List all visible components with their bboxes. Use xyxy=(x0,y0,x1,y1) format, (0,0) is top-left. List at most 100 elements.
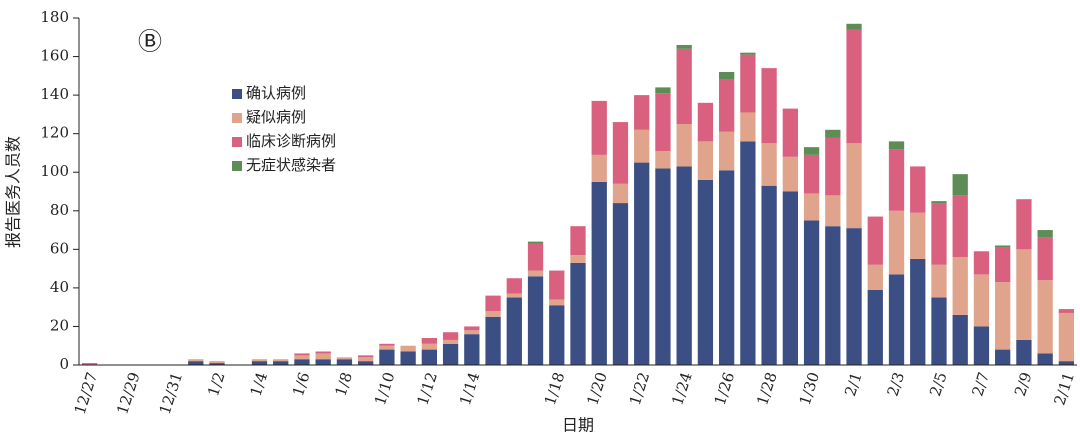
bar-segment xyxy=(379,349,395,365)
bar-segment xyxy=(803,220,820,365)
bar-segment xyxy=(676,166,692,365)
x-tick-label: 1/22 xyxy=(626,370,654,408)
bar-segment xyxy=(931,297,947,365)
bar-segment xyxy=(251,361,268,365)
legend-label: 临床诊断病例 xyxy=(246,132,336,150)
bar-segment xyxy=(697,141,714,180)
y-tick-label: 180 xyxy=(40,8,69,26)
x-tick-label: 2/1 xyxy=(841,370,866,399)
x-axis-title: 日期 xyxy=(562,416,594,435)
bar-segment xyxy=(888,274,905,365)
bar-segment xyxy=(1016,249,1032,340)
bar-segment xyxy=(251,359,268,362)
bar-segment xyxy=(867,289,883,365)
bar-segment xyxy=(421,349,438,365)
bar-segment xyxy=(442,339,459,344)
bar-segment xyxy=(379,345,395,350)
bar-segment xyxy=(952,257,968,315)
bar-segment xyxy=(570,262,586,365)
bar-segment xyxy=(591,154,607,182)
bar-segment xyxy=(1016,339,1032,365)
bar-segment xyxy=(506,297,522,365)
bar-segment xyxy=(782,108,798,157)
bar-segment xyxy=(803,193,820,221)
bar-segment xyxy=(485,295,501,312)
x-tick-label: 2/7 xyxy=(968,370,993,399)
bar-segment xyxy=(527,270,544,277)
bar-segment xyxy=(358,355,374,358)
x-tick-label: 1/10 xyxy=(371,370,399,408)
bar-segment xyxy=(464,334,480,365)
bar-segment xyxy=(846,29,862,144)
bar-segment xyxy=(464,330,480,335)
y-tick-label: 120 xyxy=(40,124,69,142)
bar-segment xyxy=(888,141,905,150)
x-tick-label: 1/6 xyxy=(289,370,314,399)
bar-segment xyxy=(612,122,629,184)
bar-segment xyxy=(273,361,289,365)
bar-segment xyxy=(952,174,968,196)
bar-segment xyxy=(294,353,310,356)
x-tick-label: 2/5 xyxy=(926,370,951,399)
bar-segment xyxy=(549,270,565,300)
y-axis-title: 报告医务人员数 xyxy=(4,136,23,248)
x-tick-label: 12/31 xyxy=(156,370,186,417)
bar-segment xyxy=(294,355,310,360)
x-tick-label: 1/30 xyxy=(796,370,824,408)
x-tick-label: 2/11 xyxy=(1050,370,1078,408)
bar-segment xyxy=(931,203,947,265)
bar-segment xyxy=(718,71,735,80)
bar-segment xyxy=(209,361,225,364)
y-tick-label: 60 xyxy=(50,239,69,257)
bar-segment xyxy=(931,264,947,298)
bar-segment xyxy=(549,299,565,306)
y-tick-label: 140 xyxy=(40,85,69,103)
bar-segment xyxy=(315,359,331,365)
bar-segment xyxy=(655,87,671,94)
bar-segment xyxy=(315,353,331,360)
bar-segment xyxy=(612,203,629,365)
bar-segment xyxy=(464,326,480,331)
bar-segment xyxy=(952,314,968,365)
bar-segment xyxy=(379,343,395,346)
y-tick-label: 40 xyxy=(50,278,69,296)
bar-segment xyxy=(209,363,225,365)
bar-segment xyxy=(1016,199,1032,250)
x-tick-label: 12/27 xyxy=(71,370,101,417)
bar-segment xyxy=(740,54,756,113)
bar-segment xyxy=(761,185,777,365)
bar-segment xyxy=(442,332,459,340)
bar-segment xyxy=(782,191,798,365)
x-tick-label: 12/29 xyxy=(113,370,143,417)
bar-segment xyxy=(506,293,522,298)
bar-segment xyxy=(634,95,650,130)
annotation: Ⓑ xyxy=(138,28,162,56)
bar-segment xyxy=(485,311,501,317)
bar-segment xyxy=(697,179,714,365)
bar-segment xyxy=(570,226,586,256)
bar-segment xyxy=(931,201,947,204)
bar-segment xyxy=(676,124,692,167)
y-tick-label: 20 xyxy=(50,316,69,334)
bar-segment xyxy=(336,357,353,360)
x-tick-label: 1/28 xyxy=(753,370,781,408)
bar-segment xyxy=(846,23,862,30)
bar-segment xyxy=(718,79,735,132)
bar-segment xyxy=(655,93,671,152)
y-tick-label: 0 xyxy=(59,355,69,373)
legend-swatch xyxy=(232,161,242,171)
bar-segment xyxy=(718,170,735,365)
bar-segment xyxy=(825,226,841,365)
bar-segment xyxy=(336,359,353,365)
x-tick-label: 1/4 xyxy=(247,370,272,399)
bar-segment xyxy=(591,181,607,365)
bar-segment xyxy=(421,343,438,350)
bar-segment xyxy=(527,243,544,271)
x-tick-label: 2/9 xyxy=(1011,370,1036,399)
bar-segment xyxy=(740,52,756,55)
bar-segment xyxy=(697,102,714,142)
bar-segment xyxy=(825,129,841,138)
bar-segment xyxy=(846,143,862,229)
bar-segment xyxy=(634,162,650,365)
